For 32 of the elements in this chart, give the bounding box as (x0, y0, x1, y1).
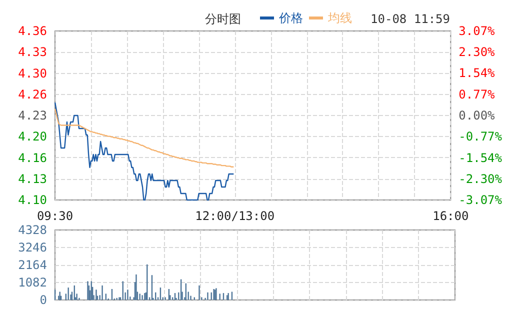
y2-tick-label: -0.77% (458, 130, 503, 144)
y-tick-label: 4.30 (18, 66, 47, 80)
y-tick-label: 4.23 (18, 108, 47, 122)
line-series (54, 102, 234, 201)
text: 10-08 11:59 (370, 12, 450, 26)
y2-tick-label: 3.07% (458, 24, 496, 38)
y-tick-label: 0 (40, 293, 47, 307)
chart-title: 分时图 (205, 12, 241, 26)
y-tick-label: 4.36 (18, 24, 47, 38)
y-tick-label: 4.13 (18, 172, 47, 186)
y-tick-label: 4.16 (18, 150, 47, 165)
x-tick-label: 09:30 (36, 209, 74, 223)
y-tick-label: 2164 (18, 258, 47, 272)
legend-label: 均线 (327, 11, 352, 25)
y-tick-label: 1082 (18, 276, 47, 290)
y2-tick-label: 0.77% (458, 87, 496, 102)
y2-tick-label: 2.30% (458, 45, 496, 60)
line-series (54, 108, 234, 168)
y-tick-label: 4328 (18, 223, 47, 237)
y-tick-label: 3246 (18, 240, 47, 254)
y2-tick-label: -3.07% (458, 193, 503, 207)
y-tick-label: 4.33 (18, 45, 47, 60)
y-tick-label: 4.20 (18, 130, 47, 144)
legend-label: 价格 (278, 11, 303, 25)
x-tick-label: 12:00/13:00 (195, 209, 275, 223)
y2-tick-label: -2.30% (458, 172, 503, 186)
y2-tick-label: -1.54% (458, 150, 503, 165)
y-tick-label: 4.10 (18, 193, 47, 207)
y2-tick-label: 0.00% (458, 108, 496, 122)
y-tick-label: 4.26 (18, 87, 47, 102)
y2-tick-label: 1.54% (458, 66, 496, 80)
x-tick-label: 16:00 (432, 209, 469, 223)
